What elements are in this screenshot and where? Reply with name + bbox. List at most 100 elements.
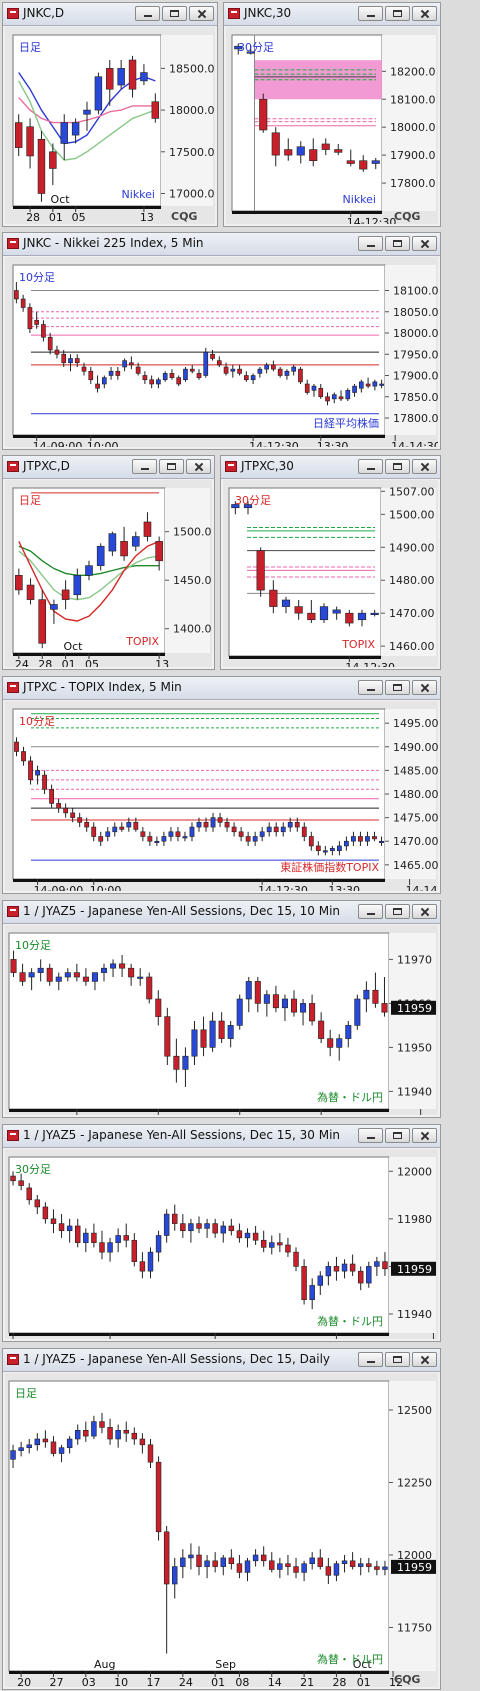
index-label: 日経平均株価 [313,416,379,430]
close-button[interactable] [186,459,211,474]
y-tick-label: 1475.00 [393,812,438,825]
candle-body [210,817,216,828]
candle-body [285,1244,291,1253]
candle-body [309,1285,315,1301]
candle-body [129,362,134,366]
maximize-button[interactable] [385,1128,410,1143]
close-button[interactable] [189,6,214,21]
candle-body [147,836,153,842]
candle-body [100,967,108,973]
candle-body [349,1560,356,1567]
minimize-button[interactable] [358,1128,383,1143]
maximize-button[interactable] [385,1352,410,1367]
candle-body [371,160,380,164]
candle-body [151,101,160,119]
candle-body [228,1225,235,1232]
candle-body [327,1038,334,1048]
index-label: 東証株価指数TOPIX [280,860,379,874]
close-button[interactable] [412,1352,437,1367]
candle-body [95,383,100,389]
close-button[interactable] [412,459,437,474]
x-tick-label: 14-09:00 [34,884,84,891]
candle-body [15,575,23,591]
candle-body [266,826,272,833]
candle-body [280,826,286,833]
window-controls [358,1128,437,1144]
candle-body [273,826,279,833]
cqg-app-icon [7,1354,19,1365]
x-tick-label: 10:00 [90,884,122,891]
window-title: JTPXC,D [23,459,70,473]
candle-body [366,1266,372,1284]
minimize-button[interactable] [358,680,383,695]
candle-body [291,366,297,372]
candle-body [146,976,153,1000]
close-button[interactable] [412,1128,437,1143]
chart-window: JTPXC - TOPIX Index, 5 Min 1495.00 1490.00… [2,676,441,894]
candle-body [19,972,26,982]
maximize-button[interactable] [385,459,410,474]
maximize-button[interactable] [385,236,410,251]
candle-body [293,1251,299,1267]
chart-canvas: 18200.0 18100.0 18000.0 17900.0 17800.0 14-12… [226,27,438,224]
candle-body [175,831,181,837]
x-tick-label: 24 [179,1676,193,1687]
minimize-button[interactable] [135,6,160,21]
minimize-button[interactable] [358,459,383,474]
last-price-tag [391,1261,436,1276]
candle-body [83,1429,89,1437]
candle-body [200,1029,207,1048]
maximize-button[interactable] [385,6,410,21]
minimize-button[interactable] [358,6,383,21]
minimize-button[interactable] [132,459,157,474]
maximize-button[interactable] [385,680,410,695]
candle-body [117,68,125,86]
candle-body [357,1563,364,1567]
close-button[interactable] [412,904,437,919]
candle-body [20,298,26,308]
candle-body [71,122,80,136]
close-button[interactable] [412,6,437,21]
candle-body [284,149,293,156]
window-title: JTPXC - TOPIX Index, 5 Min [23,680,182,694]
candle-body [180,1223,186,1232]
x-axis-bar [9,1333,389,1336]
y-tick-label: 17900.0 [390,149,436,162]
maximize-button[interactable] [385,904,410,919]
x-axis-bar [232,211,382,214]
candle-body [18,1180,24,1186]
candle-body [189,826,195,837]
y-tick-label: 17800.0 [390,177,436,190]
y-tick-label: 18050.0 [393,306,438,319]
minimize-button[interactable] [358,1352,383,1367]
x-tick-label: 13-07:00 [9,1338,59,1339]
window-title: JNKC,30 [244,6,292,20]
moving-average-line [18,540,160,622]
maximize-button[interactable] [162,6,187,21]
candle-body [220,1225,226,1234]
candle-body [331,394,337,400]
x-tick-label: 14-14:30 [406,884,438,891]
window-title: 1 / JYAZ5 - Japanese Yen-All Sessions, D… [23,1128,341,1142]
timeframe-label: 10分足 [15,939,51,952]
candle-body [325,396,330,402]
window-controls [132,459,211,475]
title-bar: JNKC - Nikkei 225 Index, 5 Min [3,233,440,256]
maximize-button[interactable] [159,459,184,474]
y-tick-label: 12000 [397,1165,432,1178]
candle-body [227,1025,234,1039]
chart-window: JNKC,D 18500.0 18000.0 17500.0 17000.0 28 01 05… [2,2,218,227]
close-button[interactable] [412,680,437,695]
minimize-button[interactable] [358,236,383,251]
candle-body [301,1266,307,1301]
minimize-button[interactable] [358,904,383,919]
candle-body [107,1427,113,1440]
close-button[interactable] [412,236,437,251]
title-bar: 1 / JYAZ5 - Japanese Yen-All Sessions, D… [3,1125,440,1148]
cqg-app-icon [7,8,19,19]
chart-canvas: 119701196011950119401195914-07:0009:0011… [5,925,438,1115]
x-tick-label: 14-13:00 [429,1338,438,1339]
x-tick-label: 13-21:20 [211,1338,261,1339]
last-price-tag [391,1559,436,1574]
y-tick-label: 1450.00 [173,574,212,587]
